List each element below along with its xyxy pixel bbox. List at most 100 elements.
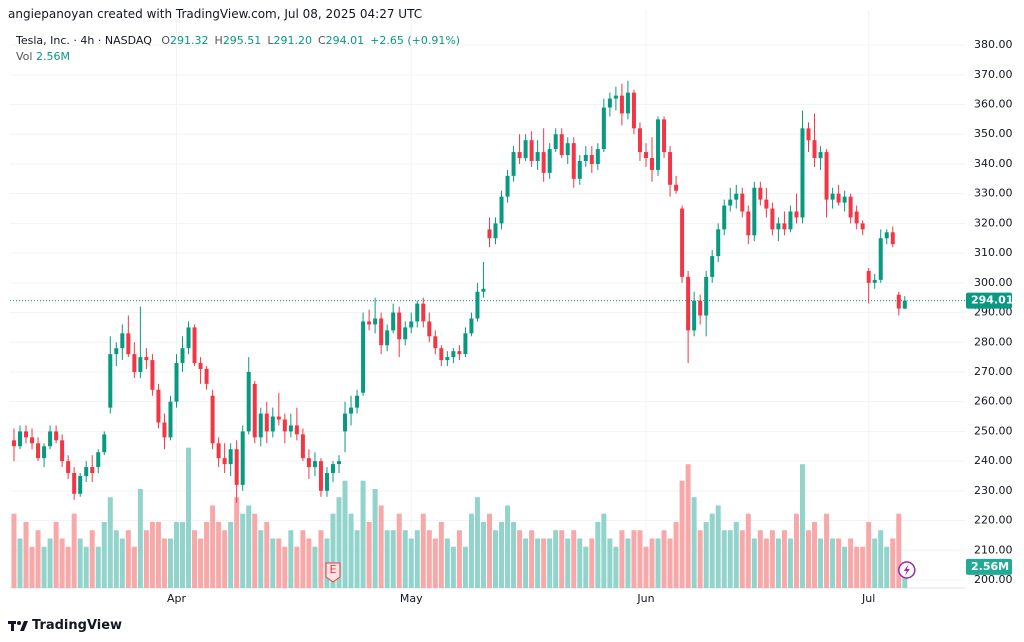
y-tick-label: 250.00 (974, 424, 1013, 437)
volume-bar (890, 538, 896, 588)
candle-body (174, 363, 179, 402)
candle-body (36, 443, 41, 459)
volume-bar (450, 546, 456, 588)
candle-body (246, 371, 251, 432)
volume-bar (860, 546, 866, 588)
candle-body (643, 152, 648, 159)
volume-bar (294, 546, 300, 588)
volume-bar (703, 521, 709, 588)
y-tick-label: 240.00 (974, 454, 1013, 467)
candle-body (469, 318, 474, 334)
volume-bar (258, 530, 264, 588)
candle-body (511, 152, 516, 176)
candle-body (216, 443, 221, 459)
candle-body (361, 321, 366, 393)
volume-bar (806, 530, 812, 588)
attribution: angiepanoyan created with TradingView.co… (8, 7, 423, 21)
volume-bar (312, 546, 318, 588)
y-tick-label: 270.00 (974, 365, 1013, 378)
candle-body (439, 348, 444, 361)
volume-bar (709, 513, 715, 588)
volume-bar (763, 538, 769, 588)
candle-body (84, 467, 89, 476)
candle-body (276, 416, 281, 420)
earnings-label: E (330, 563, 337, 576)
candle-body (650, 158, 655, 170)
candle-body (662, 119, 667, 153)
volume-bar (95, 546, 101, 588)
candle-body (108, 354, 113, 408)
candle-body (30, 437, 35, 444)
candle-body (168, 401, 173, 438)
candle-body (535, 152, 540, 161)
volume-bar (643, 546, 649, 588)
candle-body (794, 211, 799, 218)
candle-body (102, 434, 107, 453)
candle-body (842, 196, 847, 203)
event-icon-bolt (903, 564, 910, 576)
candle-body (866, 270, 871, 283)
volume-bar (186, 447, 192, 588)
volume-bar (547, 538, 553, 588)
candle-body (872, 279, 877, 283)
candle-body (577, 160, 582, 179)
volume-bar (89, 530, 95, 588)
volume-bar (559, 530, 565, 588)
volume-bar (878, 530, 884, 588)
candle-body (463, 333, 468, 355)
candle-body (17, 431, 22, 447)
candle-body (324, 473, 329, 491)
candle-body (475, 291, 480, 319)
volume-bar (372, 488, 378, 588)
candle-body (890, 232, 895, 245)
candle-body (758, 187, 763, 200)
candle-body (583, 155, 588, 161)
volume-bar (493, 530, 499, 588)
volume-bar (854, 546, 860, 588)
volume-bar (866, 521, 872, 588)
candle-body (607, 98, 612, 108)
candle-body (391, 312, 396, 331)
volume-bar (408, 538, 414, 588)
volume-bar (884, 546, 890, 588)
candle-body (722, 205, 727, 230)
volume-bar (228, 521, 234, 588)
volume-bar (812, 521, 818, 588)
candle-body (818, 152, 823, 159)
volume-bar (131, 546, 137, 588)
volume-bar (583, 546, 589, 588)
volume-bar (456, 530, 462, 588)
volume-bar (655, 538, 661, 588)
candle-body (198, 363, 203, 369)
candle-body (180, 348, 185, 364)
candle-body (625, 92, 630, 114)
volume-bar (384, 530, 390, 588)
candle-body (349, 407, 354, 414)
candle-body (806, 128, 811, 141)
candle-body (337, 461, 342, 465)
candle-body (42, 446, 47, 459)
candle-body (397, 312, 402, 340)
candle-body (692, 300, 697, 331)
footer-text: TradingView (32, 618, 123, 633)
volume-bar (715, 505, 721, 588)
y-tick-label: 360.00 (974, 98, 1013, 111)
candle-body (752, 187, 757, 236)
volume-bar (432, 538, 438, 588)
volume-bar (480, 521, 486, 588)
volume-bar (53, 521, 59, 588)
volume-bar (71, 513, 77, 588)
candle-body (902, 300, 907, 309)
x-tick-label: Apr (167, 592, 187, 605)
candle-body (222, 458, 227, 465)
volume-bar (204, 521, 210, 588)
candle-body (421, 303, 426, 322)
volume-bar (83, 546, 89, 588)
candle-body (800, 128, 805, 218)
candle-body (547, 149, 552, 173)
last-volume-label: 2.56M (971, 560, 1009, 573)
volume-bar (830, 538, 836, 588)
candle-body (409, 321, 414, 328)
candle-body (728, 199, 733, 206)
